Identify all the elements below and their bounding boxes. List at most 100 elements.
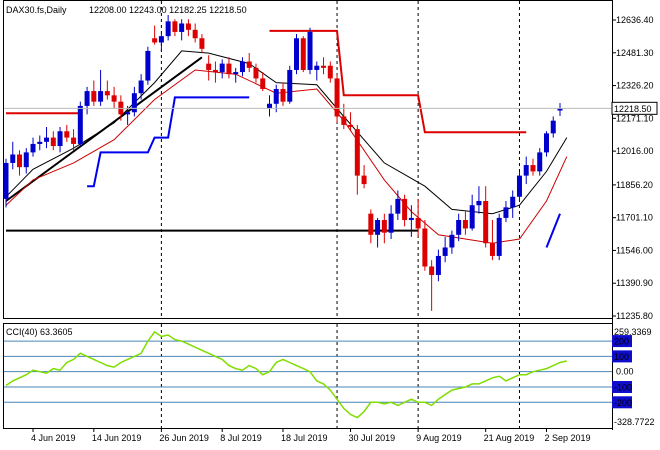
candle-body <box>422 228 428 267</box>
cci-level-label: -100 <box>614 382 632 392</box>
candle-body <box>294 38 300 70</box>
cci-range-max: 259.3369 <box>614 327 652 337</box>
candle-body <box>496 217 502 256</box>
candle-body <box>415 217 421 229</box>
candle-body <box>152 38 158 43</box>
candle-body <box>449 234 455 248</box>
candle-body <box>98 91 104 102</box>
y-tick-label: 12016.00 <box>616 146 654 156</box>
last-price-label: 12218.50 <box>614 104 652 114</box>
candle-body <box>489 243 495 256</box>
candle-body <box>543 133 549 153</box>
cci-level-badge <box>612 335 632 348</box>
candle-body <box>206 63 212 70</box>
x-tick-label: 18 Jul 2019 <box>281 433 328 443</box>
candle-body <box>179 23 185 32</box>
y-tick-label: 11546.00 <box>616 245 653 255</box>
y-tick-label: 11701.10 <box>616 213 653 223</box>
candle-body <box>327 65 333 79</box>
candle-body <box>23 152 29 168</box>
chart-title: DAX30.fs,Daily <box>6 5 67 15</box>
cci-level-badge <box>612 396 632 409</box>
y-tick-label: 11856.20 <box>616 180 653 190</box>
candle-body <box>37 141 43 144</box>
x-tick-label: 30 Jul 2019 <box>349 433 396 443</box>
x-tick-label: 21 Aug 2019 <box>484 433 535 443</box>
candle-body <box>381 220 387 233</box>
candle-body <box>239 61 245 73</box>
candle-body <box>192 29 198 39</box>
cci-level-label: 200 <box>614 337 629 347</box>
candle-body <box>172 21 178 32</box>
cci-level-label: 0.00 <box>616 367 634 377</box>
candle-body <box>44 137 50 142</box>
candle-body <box>287 69 293 102</box>
candle-body <box>145 50 151 81</box>
candle-body <box>131 93 137 113</box>
candle-body <box>91 91 97 102</box>
candle-body <box>199 38 205 49</box>
candle-body <box>510 196 516 208</box>
cci-range-min: -328.7722 <box>614 417 655 427</box>
last-price-box <box>611 101 658 115</box>
candle-body <box>341 116 347 125</box>
candle-body <box>388 213 394 233</box>
main-plot <box>3 1 612 318</box>
candle-body <box>17 154 23 168</box>
candle-body <box>57 131 63 147</box>
cci-label: CCI(40) 63.3605 <box>6 327 73 337</box>
candle-body <box>233 72 239 75</box>
candle-body <box>71 137 77 144</box>
candle-body <box>165 21 171 37</box>
candle-body <box>537 152 543 172</box>
candle-body <box>185 23 191 30</box>
candle-body <box>10 154 16 163</box>
candle-body <box>402 198 408 221</box>
red-step-line <box>269 29 527 134</box>
candle-body <box>314 65 320 70</box>
ohlc-header: 12208.00 12243.00 12182.25 12218.50 <box>89 5 247 15</box>
cci-level-badge <box>612 350 632 363</box>
blue-step-line <box>87 96 250 188</box>
x-tick-label: 14 Jun 2019 <box>92 433 142 443</box>
candle-body <box>368 213 374 235</box>
candle-body <box>246 61 252 68</box>
cci-line <box>5 330 567 419</box>
blue-slope-line <box>545 213 561 248</box>
candle-body <box>219 63 225 73</box>
candle-body <box>273 88 279 104</box>
candle-body <box>476 200 482 206</box>
candle-body <box>530 165 536 172</box>
candle-body <box>442 247 448 256</box>
x-tick-label: 2 Sep 2019 <box>544 433 590 443</box>
candle-body <box>158 36 164 43</box>
cci-plot-frame <box>3 323 613 429</box>
y-tick-label: 12171.10 <box>616 113 654 123</box>
y-tick-label: 12636.40 <box>616 15 654 25</box>
y-tick-label: 12481.30 <box>616 48 654 58</box>
candle-body <box>50 137 56 147</box>
candle-body <box>307 31 313 70</box>
candle-body <box>300 38 306 70</box>
candle-body <box>462 220 468 229</box>
x-tick-label: 26 Jun 2019 <box>159 433 209 443</box>
y-tick-label: 11235.80 <box>616 311 653 321</box>
x-tick-label: 4 Jun 2019 <box>31 433 76 443</box>
candle-body <box>226 63 232 75</box>
candle-body <box>64 131 70 138</box>
x-tick-label: 9 Aug 2019 <box>416 433 462 443</box>
cci-label-group: CCI(40) 63.3605 <box>6 327 73 337</box>
candle-body <box>550 120 556 134</box>
candle-body <box>111 95 117 102</box>
candle-body <box>348 124 354 128</box>
candle-body <box>84 91 90 106</box>
candle-body <box>30 143 36 153</box>
candle-body <box>354 129 360 176</box>
candle-body <box>321 65 327 68</box>
candle-body <box>395 198 401 214</box>
candle-body <box>516 175 522 197</box>
candle-body <box>469 205 475 229</box>
candle-body <box>375 220 381 235</box>
candle-body <box>483 200 489 244</box>
